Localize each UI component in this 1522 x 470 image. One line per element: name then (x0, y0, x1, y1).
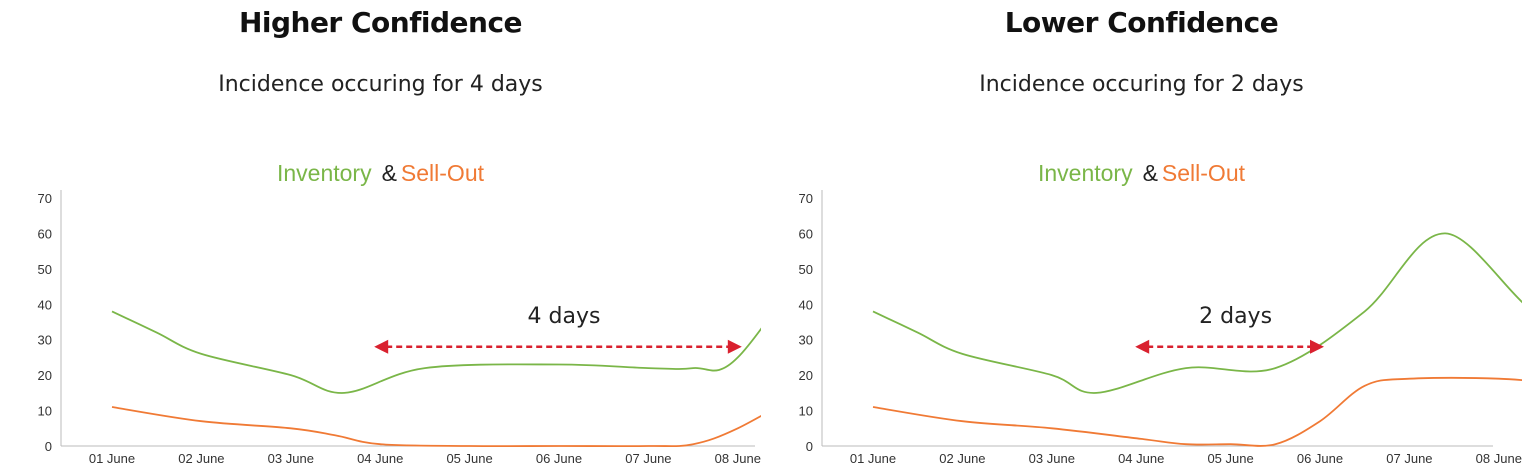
series-line-sell-out (111, 406, 761, 448)
legend-sell-out: Sell-Out (1161, 160, 1246, 186)
y-tick-label: 70 (38, 191, 52, 206)
x-tick-label: 07 June (1386, 451, 1432, 466)
panel-title: Lower Confidence (1004, 6, 1279, 39)
x-tick-label: 02 June (178, 451, 224, 466)
legend-ampersand: & (381, 160, 397, 186)
x-tick-label: 03 June (1029, 451, 1075, 466)
y-tick-label: 40 (38, 297, 52, 312)
y-tick-label: 60 (38, 226, 52, 241)
panel-higher-confidence: Higher Confidence Incidence occuring for… (0, 6, 761, 466)
x-tick-label: 07 June (625, 451, 671, 466)
series-line-inventory (872, 232, 1522, 394)
y-tick-label: 60 (799, 226, 813, 241)
y-tick-label: 30 (38, 333, 52, 348)
legend-inventory: Inventory (276, 160, 372, 186)
y-tick-label: 50 (799, 262, 813, 277)
y-tick-label: 50 (38, 262, 52, 277)
y-tick-label: 30 (799, 333, 813, 348)
panel-subtitle: Incidence occuring for 4 days (218, 72, 543, 97)
duration-arrow (374, 339, 742, 354)
x-tick-label: 02 June (939, 451, 985, 466)
duration-label: 2 days (1199, 304, 1272, 329)
x-tick-label: 01 June (89, 451, 135, 466)
x-tick-label: 08 June (1476, 451, 1522, 466)
legend-inventory: Inventory (1037, 160, 1133, 186)
chart-legend: Inventory & Sell-Out (761, 160, 1522, 187)
legend-sell-out: Sell-Out (400, 160, 485, 186)
duration-label: 4 days (528, 304, 601, 329)
y-tick-label: 0 (806, 439, 813, 454)
x-tick-label: 04 June (357, 451, 403, 466)
x-tick-label: 06 June (1297, 451, 1343, 466)
panel-title: Higher Confidence (238, 6, 523, 39)
x-tick-label: 05 June (446, 451, 492, 466)
line-chart-higher-confidence: 0 10 20 30 40 50 60 70 01 June 02 June 03 June 04 J… (38, 190, 761, 466)
x-tick-label: 06 June (536, 451, 582, 466)
series-line-inventory (111, 310, 761, 394)
y-tick-label: 10 (38, 404, 52, 419)
y-tick-label: 70 (799, 191, 813, 206)
duration-arrow (1135, 339, 1324, 354)
series-line-sell-out (872, 376, 1522, 447)
legend-ampersand: & (1142, 160, 1158, 186)
line-chart-lower-confidence: 0 10 20 30 40 50 60 70 01 June 02 June 03 June 04 J… (799, 190, 1522, 466)
panel-lower-confidence: Lower Confidence Incidence occuring for … (761, 0, 1522, 470)
y-tick-label: 40 (799, 297, 813, 312)
y-tick-label: 0 (45, 439, 52, 454)
x-tick-label: 08 June (715, 451, 761, 466)
x-tick-label: 05 June (1207, 451, 1253, 466)
x-tick-label: 03 June (268, 451, 314, 466)
panel-subtitle: Incidence occuring for 2 days (979, 72, 1304, 97)
y-tick-label: 10 (799, 404, 813, 419)
x-tick-label: 04 June (1118, 451, 1164, 466)
y-tick-label: 20 (38, 368, 52, 383)
x-tick-label: 01 June (850, 451, 896, 466)
chart-legend: Inventory & Sell-Out (0, 160, 761, 187)
y-tick-label: 20 (799, 368, 813, 383)
